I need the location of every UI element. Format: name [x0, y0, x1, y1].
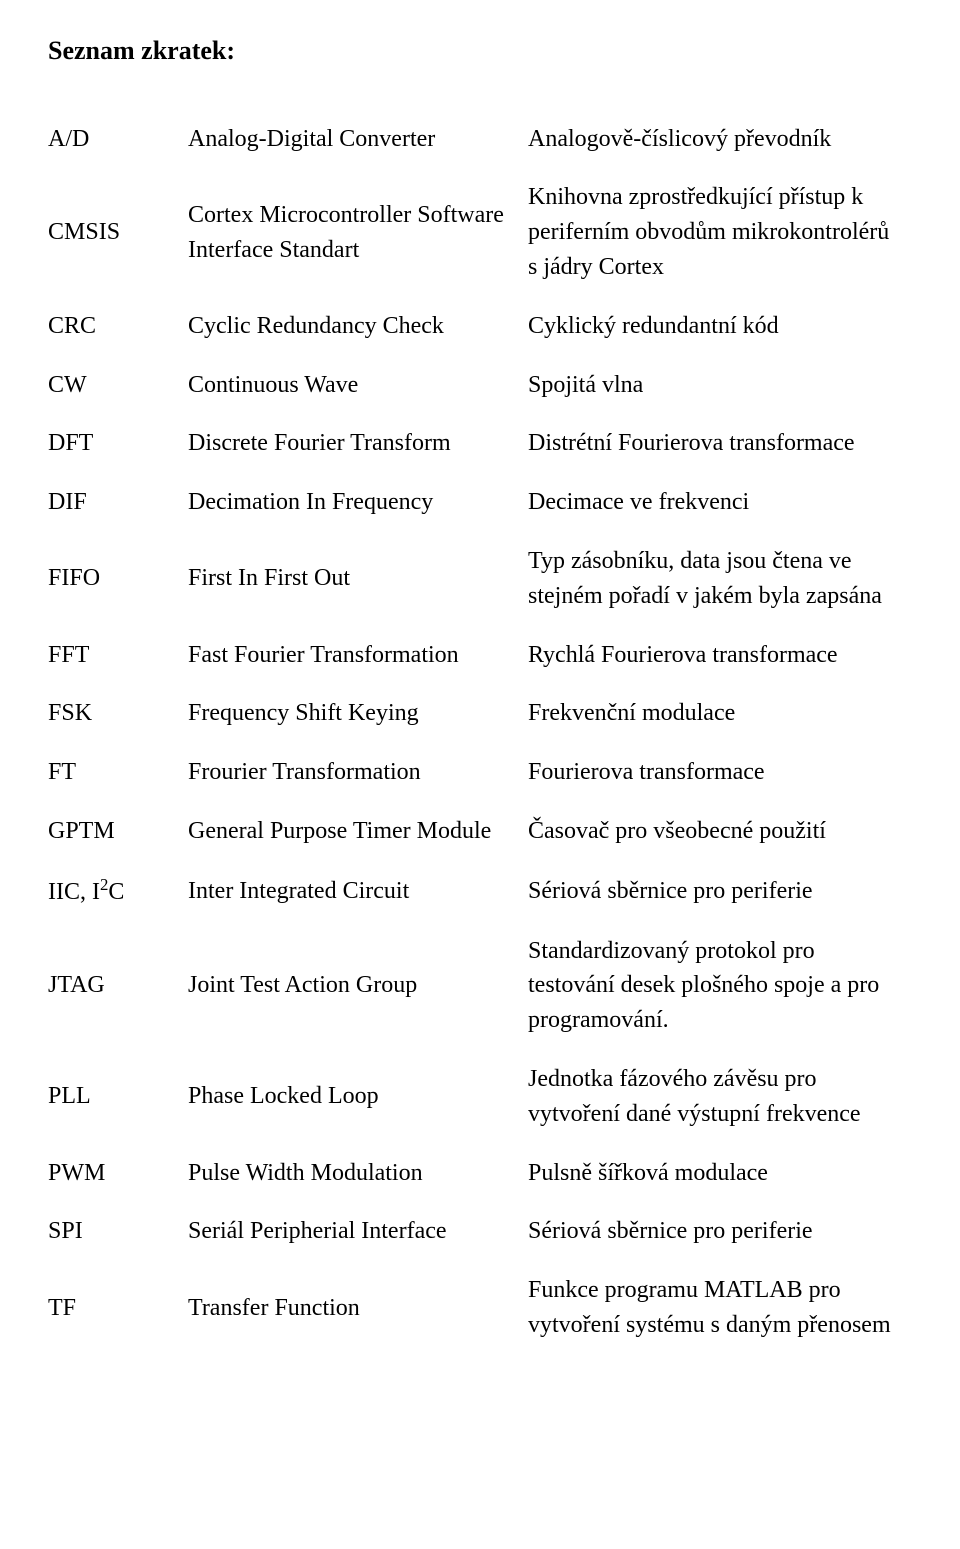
czech-cell: Decimace ve frekvenci	[528, 473, 912, 532]
table-row: PWMPulse Width ModulationPulsně šířková …	[48, 1144, 912, 1203]
table-row: JTAGJoint Test Action GroupStandardizova…	[48, 922, 912, 1050]
english-cell: First In First Out	[188, 532, 528, 626]
english-cell: Decimation In Frequency	[188, 473, 528, 532]
table-row: FFTFast Fourier TransformationRychlá Fou…	[48, 626, 912, 685]
abbr-cell: A/D	[48, 110, 188, 169]
abbr-cell: TF	[48, 1261, 188, 1355]
table-row: GPTMGeneral Purpose Timer ModuleČasovač …	[48, 802, 912, 861]
english-cell: Cortex Microcontroller Software Interfac…	[188, 168, 528, 296]
czech-cell: Časovač pro všeobecné použití	[528, 802, 912, 861]
czech-cell: Fourierova transformace	[528, 743, 912, 802]
table-row: CWContinuous WaveSpojitá vlna	[48, 356, 912, 415]
english-cell: Inter Integrated Circuit	[188, 861, 528, 922]
english-cell: Seriál Peripherial Interface	[188, 1202, 528, 1261]
abbr-cell: FIFO	[48, 532, 188, 626]
table-row: FTFrourier TransformationFourierova tran…	[48, 743, 912, 802]
table-row: DIFDecimation In FrequencyDecimace ve fr…	[48, 473, 912, 532]
document-page: Seznam zkratek: A/DAnalog-Digital Conver…	[0, 0, 960, 1549]
czech-cell: Knihovna zprostředkující přístup k perif…	[528, 168, 912, 296]
table-row: DFTDiscrete Fourier TransformDistrétní F…	[48, 414, 912, 473]
abbr-cell: GPTM	[48, 802, 188, 861]
abbr-cell: FT	[48, 743, 188, 802]
czech-cell: Spojitá vlna	[528, 356, 912, 415]
table-row: A/DAnalog-Digital ConverterAnalogově-čís…	[48, 110, 912, 169]
english-cell: Transfer Function	[188, 1261, 528, 1355]
czech-cell: Distrétní Fourierova transformace	[528, 414, 912, 473]
english-cell: Joint Test Action Group	[188, 922, 528, 1050]
abbreviations-table: A/DAnalog-Digital ConverterAnalogově-čís…	[48, 110, 912, 1355]
abbr-cell: CMSIS	[48, 168, 188, 296]
abbr-cell: DIF	[48, 473, 188, 532]
czech-cell: Typ zásobníku, data jsou čtena ve stejné…	[528, 532, 912, 626]
english-cell: Phase Locked Loop	[188, 1050, 528, 1144]
english-cell: Cyclic Redundancy Check	[188, 297, 528, 356]
table-row: FSKFrequency Shift KeyingFrekvenční modu…	[48, 684, 912, 743]
english-cell: Frequency Shift Keying	[188, 684, 528, 743]
table-row: PLLPhase Locked LoopJednotka fázového zá…	[48, 1050, 912, 1144]
czech-cell: Standardizovaný protokol pro testování d…	[528, 922, 912, 1050]
abbr-cell: JTAG	[48, 922, 188, 1050]
english-cell: Discrete Fourier Transform	[188, 414, 528, 473]
abbr-cell: PLL	[48, 1050, 188, 1144]
abbr-cell: SPI	[48, 1202, 188, 1261]
english-cell: Pulse Width Modulation	[188, 1144, 528, 1203]
english-cell: Fast Fourier Transformation	[188, 626, 528, 685]
abbr-cell: DFT	[48, 414, 188, 473]
czech-cell: Sériová sběrnice pro periferie	[528, 861, 912, 922]
abbr-cell: PWM	[48, 1144, 188, 1203]
abbr-cell: IIC, I2C	[48, 861, 188, 922]
abbr-cell: CRC	[48, 297, 188, 356]
czech-cell: Sériová sběrnice pro periferie	[528, 1202, 912, 1261]
english-cell: Continuous Wave	[188, 356, 528, 415]
english-cell: Frourier Transformation	[188, 743, 528, 802]
page-title: Seznam zkratek:	[48, 32, 912, 70]
czech-cell: Cyklický redundantní kód	[528, 297, 912, 356]
czech-cell: Funkce programu MATLAB pro vytvoření sys…	[528, 1261, 912, 1355]
table-row: CMSISCortex Microcontroller Software Int…	[48, 168, 912, 296]
table-row: SPISeriál Peripherial InterfaceSériová s…	[48, 1202, 912, 1261]
czech-cell: Rychlá Fourierova transformace	[528, 626, 912, 685]
table-row: IIC, I2CInter Integrated CircuitSériová …	[48, 861, 912, 922]
abbr-cell: CW	[48, 356, 188, 415]
english-cell: General Purpose Timer Module	[188, 802, 528, 861]
czech-cell: Pulsně šířková modulace	[528, 1144, 912, 1203]
czech-cell: Frekvenční modulace	[528, 684, 912, 743]
english-cell: Analog-Digital Converter	[188, 110, 528, 169]
table-row: TFTransfer FunctionFunkce programu MATLA…	[48, 1261, 912, 1355]
table-row: CRCCyclic Redundancy CheckCyklický redun…	[48, 297, 912, 356]
abbr-cell: FFT	[48, 626, 188, 685]
abbr-cell: FSK	[48, 684, 188, 743]
table-row: FIFOFirst In First OutTyp zásobníku, dat…	[48, 532, 912, 626]
czech-cell: Jednotka fázového závěsu pro vytvoření d…	[528, 1050, 912, 1144]
czech-cell: Analogově-číslicový převodník	[528, 110, 912, 169]
